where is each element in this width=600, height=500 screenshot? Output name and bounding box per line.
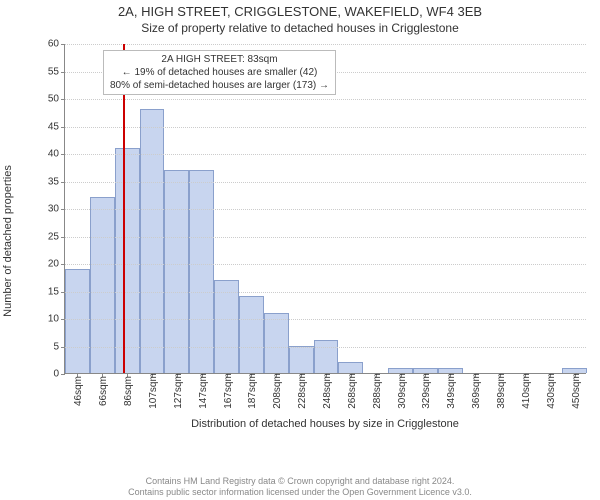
gridline (65, 127, 586, 128)
x-axis-label: Distribution of detached houses by size … (64, 418, 586, 430)
y-tick-label: 20 (41, 259, 65, 270)
gridline (65, 292, 586, 293)
y-tick-label: 0 (41, 369, 65, 380)
gridline (65, 264, 586, 265)
histogram-bar (289, 346, 314, 374)
x-tick-label: 450sqm (571, 373, 582, 409)
chart-title-address: 2A, HIGH STREET, CRIGGLESTONE, WAKEFIELD… (0, 4, 600, 19)
gridline (65, 154, 586, 155)
annotation-box: 2A HIGH STREET: 83sqm← 19% of detached h… (103, 50, 336, 95)
x-tick-label: 66sqm (98, 376, 109, 406)
histogram-bar (239, 296, 264, 373)
x-tick-label: 46sqm (73, 376, 84, 406)
y-tick-label: 30 (41, 204, 65, 215)
x-tick-label: 410sqm (521, 373, 532, 409)
x-tick-label: 167sqm (223, 373, 234, 409)
histogram-bar (214, 280, 239, 374)
x-tick-label: 309sqm (397, 373, 408, 409)
annotation-line-smaller: ← 19% of detached houses are smaller (42… (110, 66, 329, 79)
chart-subtitle: Size of property relative to detached ho… (0, 21, 600, 35)
y-tick-label: 45 (41, 121, 65, 132)
y-axis-label: Number of detached properties (2, 165, 14, 317)
y-tick-label: 10 (41, 314, 65, 325)
x-tick-label: 107sqm (148, 373, 159, 409)
histogram-bar (65, 269, 90, 374)
gridline (65, 44, 586, 45)
y-tick-label: 40 (41, 149, 65, 160)
x-tick-label: 228sqm (297, 373, 308, 409)
x-tick-label: 369sqm (471, 373, 482, 409)
y-tick-label: 55 (41, 66, 65, 77)
x-tick-label: 127sqm (173, 373, 184, 409)
gridline (65, 237, 586, 238)
chart-title-block: 2A, HIGH STREET, CRIGGLESTONE, WAKEFIELD… (0, 0, 600, 35)
annotation-line-larger: 80% of semi-detached houses are larger (… (110, 79, 329, 92)
plot-area: 05101520253035404550556046sqm66sqm86sqm1… (64, 44, 586, 374)
x-tick-label: 86sqm (123, 376, 134, 406)
histogram-bar (189, 170, 214, 374)
annotation-title: 2A HIGH STREET: 83sqm (110, 53, 329, 66)
y-tick-label: 25 (41, 231, 65, 242)
footer-line-1: Contains HM Land Registry data © Crown c… (0, 476, 600, 487)
x-tick-label: 349sqm (446, 373, 457, 409)
histogram-bar (140, 109, 165, 373)
y-tick-label: 60 (41, 39, 65, 50)
y-tick-label: 50 (41, 94, 65, 105)
histogram-bar (264, 313, 289, 374)
x-tick-label: 288sqm (372, 373, 383, 409)
x-tick-label: 430sqm (546, 373, 557, 409)
histogram-bar (338, 362, 363, 373)
y-tick-label: 15 (41, 286, 65, 297)
x-tick-label: 329sqm (421, 373, 432, 409)
x-tick-label: 389sqm (496, 373, 507, 409)
x-tick-label: 268sqm (347, 373, 358, 409)
histogram-bar (164, 170, 189, 374)
footer-line-2: Contains public sector information licen… (0, 487, 600, 498)
y-tick-label: 5 (41, 341, 65, 352)
x-tick-label: 248sqm (322, 373, 333, 409)
gridline (65, 209, 586, 210)
footer-attribution: Contains HM Land Registry data © Crown c… (0, 476, 600, 498)
x-tick-label: 147sqm (198, 373, 209, 409)
gridline (65, 99, 586, 100)
x-tick-label: 208sqm (272, 373, 283, 409)
gridline (65, 319, 586, 320)
chart-area: Number of detached properties 0510152025… (30, 44, 586, 438)
histogram-bar (314, 340, 339, 373)
y-tick-label: 35 (41, 176, 65, 187)
x-tick-label: 187sqm (247, 373, 258, 409)
gridline (65, 182, 586, 183)
gridline (65, 347, 586, 348)
